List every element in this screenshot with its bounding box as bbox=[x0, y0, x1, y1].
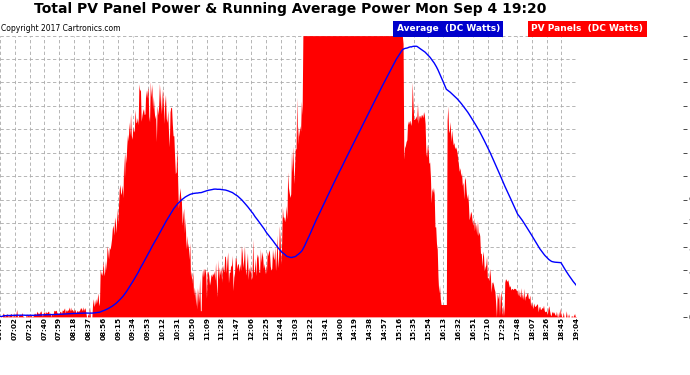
Text: 09:34: 09:34 bbox=[130, 317, 136, 340]
Text: 12:44: 12:44 bbox=[277, 317, 284, 340]
Text: 08:37: 08:37 bbox=[86, 317, 92, 340]
Text: 12:25: 12:25 bbox=[263, 317, 269, 340]
Text: 15:16: 15:16 bbox=[396, 317, 402, 340]
Text: 10:12: 10:12 bbox=[159, 317, 166, 340]
Text: 16:13: 16:13 bbox=[440, 317, 446, 340]
Text: Total PV Panel Power & Running Average Power Mon Sep 4 19:20: Total PV Panel Power & Running Average P… bbox=[34, 2, 546, 16]
Text: Average  (DC Watts): Average (DC Watts) bbox=[397, 24, 500, 33]
Text: 11:47: 11:47 bbox=[233, 317, 239, 340]
Text: 07:40: 07:40 bbox=[41, 317, 48, 340]
Text: 11:09: 11:09 bbox=[204, 317, 210, 340]
Text: 17:48: 17:48 bbox=[514, 317, 520, 340]
Text: 13:41: 13:41 bbox=[322, 317, 328, 340]
Text: 15:54: 15:54 bbox=[426, 317, 431, 340]
Text: 18:45: 18:45 bbox=[558, 317, 564, 340]
Text: 07:59: 07:59 bbox=[56, 317, 62, 340]
Text: 12:06: 12:06 bbox=[248, 317, 254, 340]
Text: 18:07: 18:07 bbox=[529, 317, 535, 340]
Text: 16:32: 16:32 bbox=[455, 317, 461, 340]
Text: 14:00: 14:00 bbox=[337, 317, 343, 340]
Text: 07:21: 07:21 bbox=[26, 317, 32, 340]
Text: 17:29: 17:29 bbox=[500, 317, 505, 340]
Text: 09:15: 09:15 bbox=[115, 317, 121, 340]
Text: 10:31: 10:31 bbox=[175, 317, 180, 340]
Text: 14:38: 14:38 bbox=[366, 317, 373, 340]
Text: 19:04: 19:04 bbox=[573, 317, 579, 340]
Text: 08:56: 08:56 bbox=[101, 317, 106, 340]
Text: 13:03: 13:03 bbox=[293, 317, 299, 340]
Text: 08:18: 08:18 bbox=[71, 317, 77, 340]
Text: 06:43: 06:43 bbox=[0, 317, 3, 340]
Text: PV Panels  (DC Watts): PV Panels (DC Watts) bbox=[531, 24, 643, 33]
Text: 14:57: 14:57 bbox=[381, 317, 387, 340]
Text: Copyright 2017 Cartronics.com: Copyright 2017 Cartronics.com bbox=[1, 24, 121, 33]
Text: 15:35: 15:35 bbox=[411, 317, 417, 340]
Text: 16:51: 16:51 bbox=[470, 317, 475, 340]
Text: 09:53: 09:53 bbox=[145, 317, 150, 340]
Text: 07:02: 07:02 bbox=[12, 317, 18, 340]
Text: 18:26: 18:26 bbox=[544, 317, 550, 340]
Text: 10:50: 10:50 bbox=[189, 317, 195, 340]
Text: 13:22: 13:22 bbox=[307, 317, 313, 340]
Text: 17:10: 17:10 bbox=[484, 317, 491, 340]
Text: 14:19: 14:19 bbox=[351, 317, 357, 340]
Text: 11:28: 11:28 bbox=[219, 317, 225, 340]
